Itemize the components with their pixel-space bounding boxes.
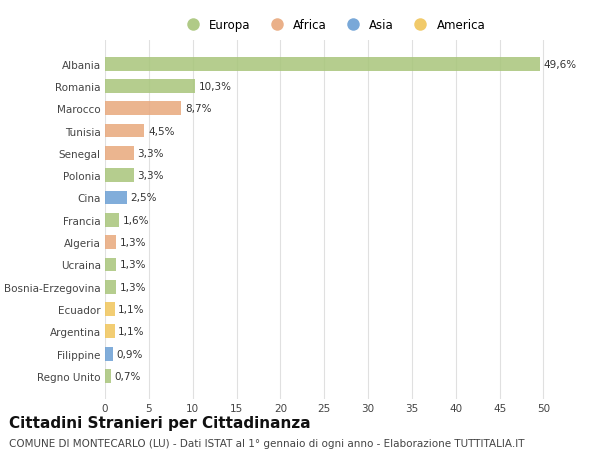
Bar <box>105 369 111 383</box>
Bar <box>105 169 134 183</box>
Legend: Europa, Africa, Asia, America: Europa, Africa, Asia, America <box>181 19 485 32</box>
Bar <box>105 124 145 138</box>
Text: 49,6%: 49,6% <box>544 60 577 69</box>
Bar <box>105 302 115 316</box>
Text: 0,9%: 0,9% <box>116 349 143 359</box>
Text: 2,5%: 2,5% <box>130 193 157 203</box>
Text: 3,3%: 3,3% <box>137 171 164 181</box>
Bar <box>105 213 119 227</box>
Text: Cittadini Stranieri per Cittadinanza: Cittadini Stranieri per Cittadinanza <box>9 415 311 431</box>
Bar <box>105 191 127 205</box>
Text: 4,5%: 4,5% <box>148 126 175 136</box>
Bar <box>105 102 181 116</box>
Bar <box>105 80 196 94</box>
Text: 0,7%: 0,7% <box>115 371 141 381</box>
Text: 10,3%: 10,3% <box>199 82 232 92</box>
Text: 1,1%: 1,1% <box>118 304 145 314</box>
Bar <box>105 347 113 361</box>
Text: COMUNE DI MONTECARLO (LU) - Dati ISTAT al 1° gennaio di ogni anno - Elaborazione: COMUNE DI MONTECARLO (LU) - Dati ISTAT a… <box>9 438 524 448</box>
Text: 1,6%: 1,6% <box>122 215 149 225</box>
Bar <box>105 57 540 72</box>
Bar <box>105 235 116 250</box>
Text: 8,7%: 8,7% <box>185 104 211 114</box>
Bar <box>105 325 115 339</box>
Text: 1,3%: 1,3% <box>120 282 146 292</box>
Bar <box>105 146 134 161</box>
Bar <box>105 258 116 272</box>
Text: 3,3%: 3,3% <box>137 149 164 158</box>
Text: 1,1%: 1,1% <box>118 327 145 336</box>
Text: 1,3%: 1,3% <box>120 238 146 247</box>
Text: 1,3%: 1,3% <box>120 260 146 270</box>
Bar <box>105 280 116 294</box>
